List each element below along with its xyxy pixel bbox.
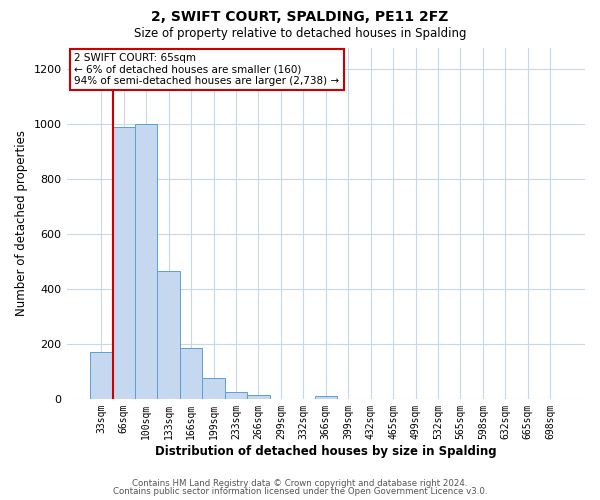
Bar: [180, 348, 202, 399]
Bar: [314, 396, 337, 399]
Bar: [202, 378, 225, 399]
Bar: [135, 124, 157, 399]
Bar: [157, 271, 180, 399]
Text: 2 SWIFT COURT: 65sqm
← 6% of detached houses are smaller (160)
94% of semi-detac: 2 SWIFT COURT: 65sqm ← 6% of detached ho…: [74, 53, 340, 86]
X-axis label: Distribution of detached houses by size in Spalding: Distribution of detached houses by size …: [155, 444, 497, 458]
Bar: [90, 352, 113, 399]
Text: 2, SWIFT COURT, SPALDING, PE11 2FZ: 2, SWIFT COURT, SPALDING, PE11 2FZ: [151, 10, 449, 24]
Y-axis label: Number of detached properties: Number of detached properties: [15, 130, 28, 316]
Bar: [225, 392, 247, 399]
Bar: [247, 394, 269, 399]
Text: Contains public sector information licensed under the Open Government Licence v3: Contains public sector information licen…: [113, 487, 487, 496]
Text: Size of property relative to detached houses in Spalding: Size of property relative to detached ho…: [134, 28, 466, 40]
Text: Contains HM Land Registry data © Crown copyright and database right 2024.: Contains HM Land Registry data © Crown c…: [132, 478, 468, 488]
Bar: [113, 127, 135, 399]
